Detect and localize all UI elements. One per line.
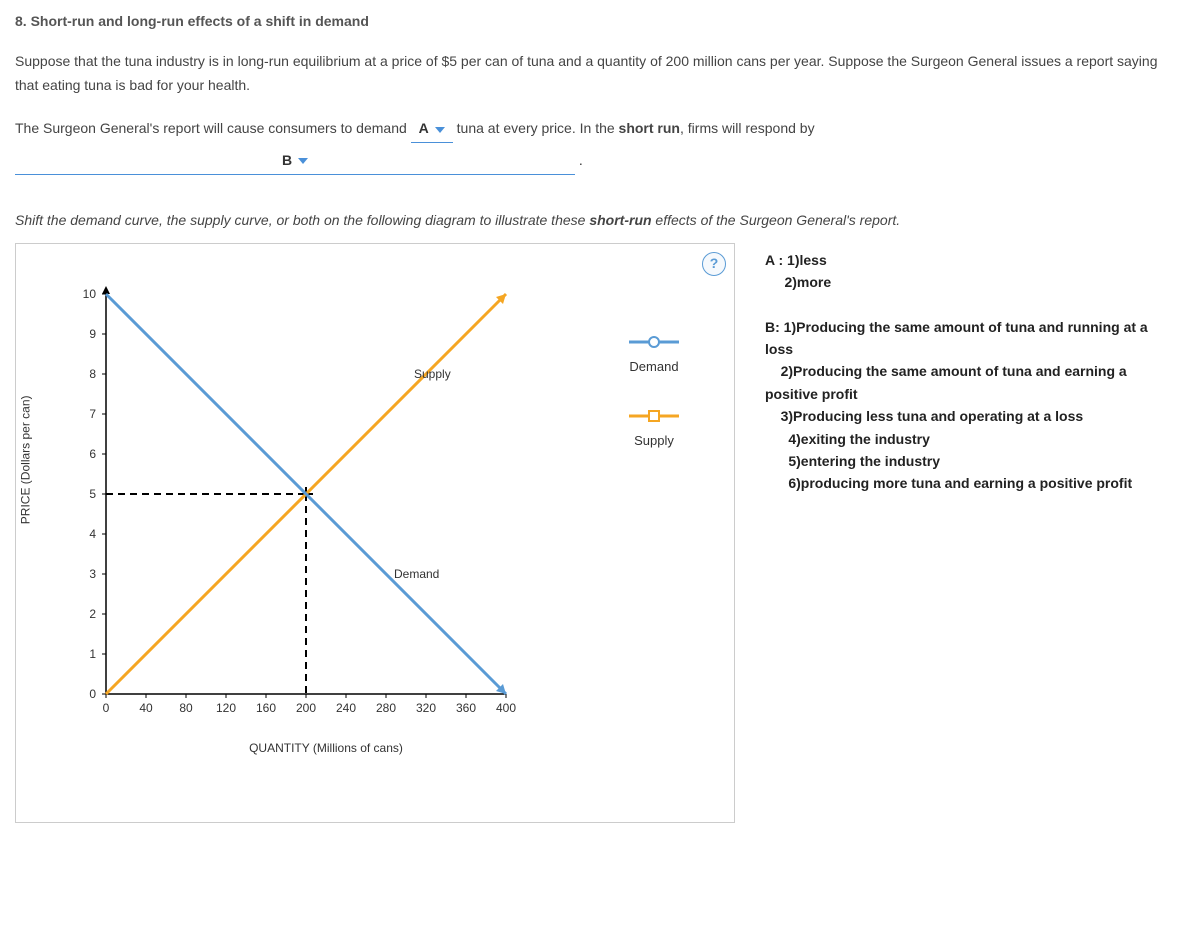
option-a-1: 1)less <box>787 252 827 268</box>
svg-text:10: 10 <box>83 287 97 301</box>
instr-pre: Shift the demand curve, the supply curve… <box>15 212 589 228</box>
dropdown-b-value: B <box>282 152 292 168</box>
legend-demand-label: Demand <box>604 356 704 378</box>
help-button[interactable]: ? <box>702 252 726 276</box>
dropdown-a[interactable]: A <box>411 117 453 143</box>
svg-text:7: 7 <box>89 407 96 421</box>
fill-pre1: The Surgeon General's report will cause … <box>15 120 407 136</box>
fill-mid1: tuna at every price. In the <box>457 120 619 136</box>
y-axis-label: PRICE (Dollars per can) <box>16 395 36 524</box>
svg-text:9: 9 <box>89 327 96 341</box>
option-b-5: 5)entering the industry <box>788 453 940 469</box>
svg-text:8: 8 <box>89 367 96 381</box>
answer-options: A : 1)less 2)more B: 1)Producing the sam… <box>765 243 1173 517</box>
svg-text:Supply: Supply <box>414 367 451 381</box>
legend-supply-label: Supply <box>604 430 704 452</box>
svg-text:0: 0 <box>89 687 96 701</box>
svg-text:400: 400 <box>496 701 516 715</box>
options-a-label: A : <box>765 252 783 268</box>
svg-text:280: 280 <box>376 701 396 715</box>
chevron-down-icon <box>435 127 445 133</box>
svg-text:120: 120 <box>216 701 236 715</box>
chart-legend: Demand Supply <box>604 334 704 482</box>
instruction: Shift the demand curve, the supply curve… <box>15 209 1173 233</box>
svg-text:Demand: Demand <box>394 567 439 581</box>
svg-text:40: 40 <box>139 701 153 715</box>
intro-paragraph: Suppose that the tuna industry is in lon… <box>15 50 1173 98</box>
svg-text:200: 200 <box>296 701 316 715</box>
chevron-down-icon <box>298 158 308 164</box>
option-b-2: 2)Producing the same amount of tuna and … <box>765 363 1127 401</box>
svg-text:160: 160 <box>256 701 276 715</box>
options-a: A : 1)less 2)more <box>765 249 1173 294</box>
options-b: B: 1)Producing the same amount of tuna a… <box>765 316 1173 495</box>
svg-text:80: 80 <box>179 701 193 715</box>
fill-in-line2: B . <box>15 149 1173 175</box>
options-b-label: B: <box>765 319 780 335</box>
option-b-6: 6)producing more tuna and earning a posi… <box>788 475 1132 491</box>
chart-panel: ? 0 1 2 3 4 5 6 7 8 9 10 0 40 80 120 160 200 240 280 320 360… <box>15 243 735 823</box>
chart[interactable]: 0 1 2 3 4 5 6 7 8 9 10 0 40 80 120 160 200 240 280 320 360 40… <box>46 254 546 774</box>
svg-text:3: 3 <box>89 567 96 581</box>
svg-text:1: 1 <box>89 647 96 661</box>
legend-demand[interactable]: Demand <box>604 334 704 378</box>
option-b-1: 1)Producing the same amount of tuna and … <box>765 319 1148 357</box>
svg-text:2: 2 <box>89 607 96 621</box>
svg-text:320: 320 <box>416 701 436 715</box>
svg-text:360: 360 <box>456 701 476 715</box>
svg-text:5: 5 <box>89 487 96 501</box>
svg-text:4: 4 <box>89 527 96 541</box>
fill-in-sentence: The Surgeon General's report will cause … <box>15 117 1173 143</box>
dropdown-b[interactable]: B <box>15 149 575 175</box>
option-b-4: 4)exiting the industry <box>788 431 930 447</box>
fill-end: . <box>579 152 583 168</box>
svg-text:0: 0 <box>103 701 110 715</box>
svg-text:6: 6 <box>89 447 96 461</box>
fill-mid2: , firms will respond by <box>680 120 815 136</box>
instr-bold: short-run <box>589 212 651 228</box>
fill-bold1: short run <box>619 120 680 136</box>
demand-handle-icon <box>629 337 679 352</box>
option-a-2: 2)more <box>784 274 831 290</box>
question-title: 8. Short-run and long-run effects of a s… <box>15 10 1173 34</box>
dropdown-a-value: A <box>419 120 429 136</box>
instr-post: effects of the Surgeon General's report. <box>652 212 901 228</box>
option-b-3: 3)Producing less tuna and operating at a… <box>781 408 1084 424</box>
svg-text:240: 240 <box>336 701 356 715</box>
legend-supply[interactable]: Supply <box>604 408 704 452</box>
chart-svg[interactable]: 0 1 2 3 4 5 6 7 8 9 10 0 40 80 120 160 200 240 280 320 360 40… <box>46 254 546 734</box>
x-axis-label: QUANTITY (Millions of cans) <box>86 738 566 758</box>
supply-handle-icon <box>629 411 679 426</box>
